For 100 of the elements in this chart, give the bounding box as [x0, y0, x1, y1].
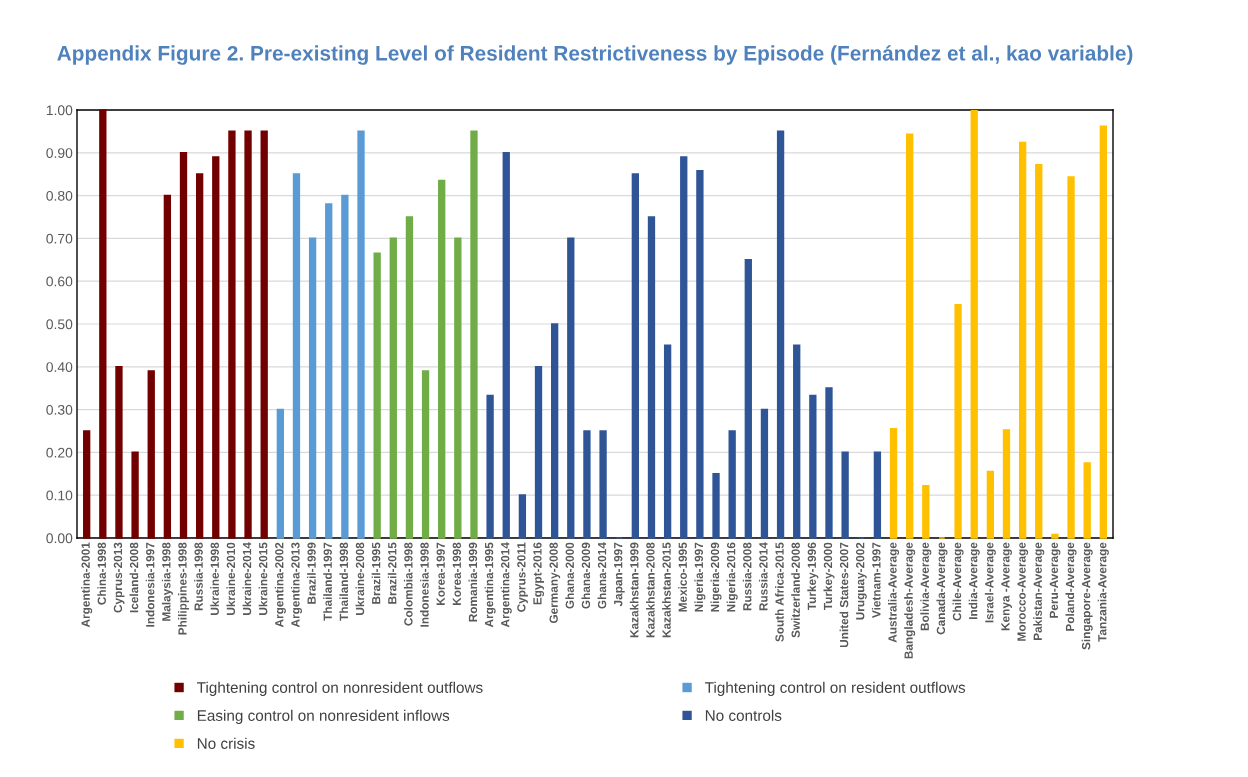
- x-tick-label: Iceland-2008: [129, 542, 139, 613]
- y-tick-label: 0.40: [46, 362, 73, 372]
- bar: [889, 428, 898, 539]
- bar: [583, 430, 591, 539]
- bar: [744, 258, 752, 539]
- bar: [663, 344, 672, 539]
- x-tick-label: Germany-2008: [549, 542, 561, 624]
- bar: [131, 451, 139, 539]
- y-tick-label: 0.30: [46, 404, 73, 415]
- x-tick-label: Russia-1998: [194, 542, 203, 611]
- bar: [1083, 462, 1091, 539]
- x-tick-label: Kazakhstan-2008: [645, 542, 655, 638]
- bar: [809, 394, 817, 539]
- x-tick-label: Switzerland-2008: [791, 542, 800, 638]
- legend-label: No controls: [705, 709, 782, 721]
- x-tick-label: Egypt-2016: [533, 542, 545, 605]
- x-tick-label: Uruguay-2002: [856, 542, 867, 620]
- y-tick-label: 0.70: [46, 233, 73, 244]
- bar: [308, 237, 317, 539]
- x-tick-label: Cyprus-2011: [517, 542, 528, 612]
- bar: [1002, 429, 1011, 539]
- y-tick-label: 0.80: [46, 190, 73, 201]
- x-tick-label: Poland-Average: [1065, 542, 1077, 631]
- x-tick-label: Argentina-2002: [274, 542, 286, 628]
- bar: [421, 370, 430, 539]
- x-tick-label: Korea-1997: [436, 542, 445, 606]
- x-tick-label: Ghana-2009: [581, 542, 591, 609]
- bar: [405, 216, 414, 539]
- x-tick-label: India-Average: [968, 542, 980, 619]
- x-tick-label: Ukraine-2014: [242, 542, 252, 615]
- bar: [83, 430, 91, 539]
- bar: [115, 365, 123, 539]
- bar: [906, 133, 914, 539]
- x-tick-label: Thailand-1998: [339, 542, 349, 621]
- bar: [970, 110, 978, 539]
- x-tick-label: Chile-Average: [952, 542, 964, 621]
- x-tick-label: Brazil-1999: [307, 542, 316, 604]
- x-tick-label: Mexico-1995: [678, 542, 687, 612]
- x-tick-label: United States-2007: [839, 542, 849, 648]
- x-tick-label: Cyprus-2013: [113, 542, 125, 613]
- x-tick-label: Argentina-2001: [81, 542, 93, 628]
- x-tick-label: Bolivia-Average: [920, 542, 932, 631]
- bar: [147, 370, 155, 539]
- x-tick-label: Nigeria-1997: [694, 542, 706, 612]
- y-tick-label: 0.00: [46, 533, 73, 544]
- x-tick-label: Peru-Average: [1049, 542, 1061, 618]
- x-tick-label: South Africa-2015: [775, 542, 784, 642]
- x-tick-label: Thailand-1997: [323, 542, 332, 621]
- x-tick-label: Ukraine-2008: [355, 542, 365, 615]
- bar: [760, 408, 769, 539]
- bar: [696, 169, 704, 539]
- bar: [228, 130, 236, 539]
- legend-label: No crisis: [197, 737, 255, 749]
- bar: [486, 394, 494, 539]
- x-tick-label: Russia-2014: [758, 542, 768, 611]
- x-tick-label: Ghana-2014: [597, 542, 607, 609]
- x-tick-label: Kazakhstan-1999: [629, 542, 639, 638]
- bar: [389, 237, 397, 539]
- bar: [325, 203, 333, 539]
- bar: [163, 194, 172, 539]
- x-tick-label: Philippines-1998: [178, 542, 190, 635]
- bar: [1067, 176, 1075, 539]
- y-tick-label: 0.20: [46, 447, 73, 458]
- bar: [534, 365, 543, 539]
- x-tick-label: Singapore-Average: [1081, 542, 1093, 650]
- x-tick-label: Turkey-2000: [823, 542, 835, 611]
- bar: [728, 430, 736, 539]
- bar: [647, 216, 656, 539]
- x-tick-label: Turkey-1996: [807, 542, 819, 611]
- x-tick-label: Ukraine-2010: [226, 542, 236, 615]
- x-tick-label: Pakistan-Average: [1033, 542, 1045, 641]
- bar: [179, 151, 188, 539]
- x-tick-label: Colombia-1998: [403, 542, 413, 626]
- bar: [244, 130, 252, 539]
- x-tick-label: Nigeria-2016: [726, 542, 738, 612]
- x-tick-label: Korea-1998: [452, 542, 461, 606]
- x-tick-label: Argentina-1995: [484, 542, 496, 628]
- bar: [776, 130, 785, 539]
- x-tick-label: Israel-Average: [984, 542, 996, 623]
- bar: [841, 451, 849, 539]
- x-tick-label: Romania-1999: [468, 542, 478, 622]
- bar: [550, 323, 559, 539]
- bar: [341, 194, 349, 539]
- x-tick-label: Bangladesh-Average: [904, 542, 916, 659]
- x-tick-label: Kenya -Average: [1001, 542, 1012, 631]
- bar: [502, 151, 510, 539]
- x-tick-label: Canada-Average: [936, 542, 948, 635]
- x-tick-label: Indonesia-1997: [145, 542, 155, 627]
- bar: [99, 109, 107, 539]
- bar: [712, 472, 720, 539]
- x-tick-label: Kazakhstan-2015: [662, 542, 671, 638]
- y-tick-label: 0.90: [46, 148, 73, 158]
- bar: [825, 387, 833, 539]
- x-tick-label: China-1998: [97, 542, 106, 605]
- bar: [470, 130, 478, 539]
- x-tick-label: Ukraine-2015: [258, 542, 268, 615]
- bar: [292, 173, 301, 539]
- x-tick-label: Australia-Average: [888, 542, 900, 643]
- x-tick-label: Vietnam-1997: [871, 542, 881, 618]
- bar: [922, 484, 930, 539]
